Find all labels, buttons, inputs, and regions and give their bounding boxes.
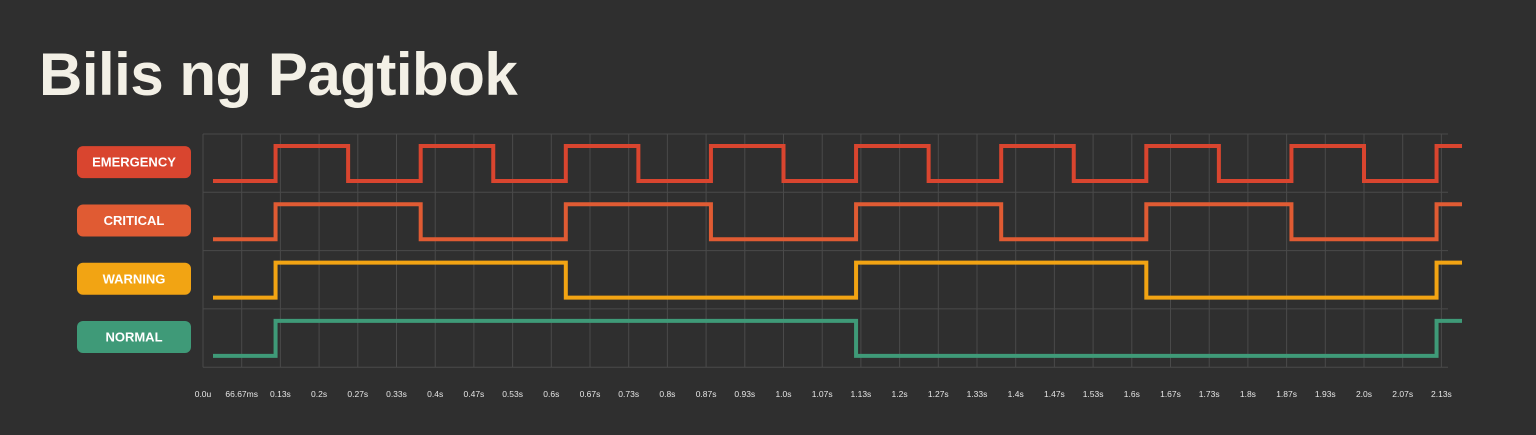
- series-label: WARNING: [103, 271, 166, 286]
- x-tick-label: 0.33s: [386, 389, 407, 399]
- x-tick-label: 0.8s: [659, 389, 675, 399]
- x-tick-label: 2.13s: [1431, 389, 1452, 399]
- x-tick-label: 1.93s: [1315, 389, 1336, 399]
- x-tick-label: 1.2s: [892, 389, 908, 399]
- grid-lines: [202, 133, 1448, 368]
- x-tick-label: 0.27s: [347, 389, 368, 399]
- x-tick-label: 1.6s: [1124, 389, 1140, 399]
- x-tick-label: 0.47s: [464, 389, 485, 399]
- series-badge-warning: WARNING: [77, 262, 191, 295]
- x-tick-label: 0.0u: [195, 389, 212, 399]
- x-tick-label: 0.87s: [696, 389, 717, 399]
- x-tick-label: 1.07s: [812, 389, 833, 399]
- x-tick-label: 1.87s: [1276, 389, 1297, 399]
- series-badge-critical: CRITICAL: [77, 204, 191, 237]
- x-tick-label: 1.33s: [967, 389, 988, 399]
- x-tick-label: 0.2s: [311, 389, 327, 399]
- series-badge-normal: NORMAL: [77, 321, 191, 354]
- badge-background: [77, 262, 191, 295]
- x-tick-label: 1.53s: [1083, 389, 1104, 399]
- x-tick-label: 1.73s: [1199, 389, 1220, 399]
- series-badge-emergency: EMERGENCY: [77, 146, 191, 179]
- badge-background: [77, 321, 191, 354]
- series-label: CRITICAL: [104, 213, 165, 228]
- x-tick-label: 1.8s: [1240, 389, 1256, 399]
- x-tick-label: 1.47s: [1044, 389, 1065, 399]
- series-label: EMERGENCY: [92, 155, 176, 170]
- x-tick-label: 0.6s: [543, 389, 559, 399]
- x-tick-label: 66.67ms: [225, 389, 258, 399]
- x-tick-label: 1.27s: [928, 389, 949, 399]
- trace-warning: [213, 260, 1462, 300]
- badge-background: [77, 146, 191, 179]
- x-tick-label: 2.0s: [1356, 389, 1372, 399]
- x-tick-label: 1.67s: [1160, 389, 1181, 399]
- x-tick-label: 1.0s: [775, 389, 791, 399]
- page-title: Bilis ng Pagtibok: [39, 41, 518, 108]
- x-axis-ticks: 0.0u 66.67ms 0.13s 0.2s 0.27s 0.33s 0.4s 0.47s 0…: [195, 389, 1452, 399]
- x-tick-label: 0.53s: [502, 389, 523, 399]
- x-tick-label: 0.93s: [734, 389, 755, 399]
- trace-emergency: [213, 144, 1462, 183]
- trace-critical: [213, 202, 1462, 242]
- x-tick-label: 0.67s: [580, 389, 601, 399]
- x-tick-label: 2.07s: [1392, 389, 1413, 399]
- series-badges: EMERGENCY CRITICAL WARNING NORMAL: [77, 146, 191, 354]
- series-label: NORMAL: [105, 330, 162, 345]
- series-traces: [213, 144, 1462, 358]
- x-tick-label: 0.4s: [427, 389, 443, 399]
- x-tick-label: 1.4s: [1008, 389, 1024, 399]
- badge-background: [77, 204, 191, 237]
- trace-normal: [213, 318, 1462, 358]
- x-tick-label: 1.13s: [851, 389, 872, 399]
- x-tick-label: 0.13s: [270, 389, 291, 399]
- x-tick-label: 0.73s: [618, 389, 639, 399]
